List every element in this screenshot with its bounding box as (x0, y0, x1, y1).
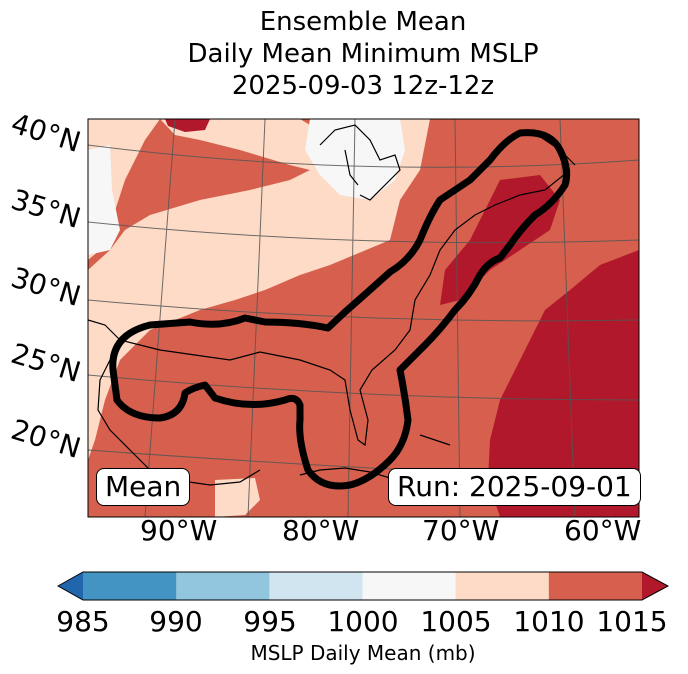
field-1000-west (88, 145, 120, 255)
field-1015-north (165, 119, 210, 132)
colorbar-segments (83, 572, 643, 600)
colorbar-segment (455, 572, 550, 600)
map-field (88, 119, 639, 517)
map-frame (87, 118, 640, 518)
field-1005-band-central (88, 119, 430, 460)
field-1000-lakes (305, 119, 405, 200)
colorbar-tick-1005: 1005 (420, 605, 492, 638)
colorbar-tick-1015: 1015 (596, 605, 668, 638)
field-1015-coast (440, 175, 560, 305)
field-1015-atlantic (488, 250, 639, 517)
lon-label-60w: 60°W (564, 514, 642, 547)
title-line-1: Ensemble Mean (259, 7, 467, 37)
colorbar-segment (176, 572, 270, 600)
colorbar-segment (548, 572, 643, 600)
colorbar-tick-1000: 1000 (327, 605, 399, 638)
colorbar-segment (83, 572, 177, 600)
colorbar-tick-995: 995 (243, 605, 297, 638)
colorbar-extend-low (58, 572, 83, 600)
mean-label: Mean (96, 468, 191, 506)
title-line-2: Daily Mean Minimum MSLP (187, 39, 539, 69)
colorbar-tick-985: 985 (56, 605, 110, 638)
colorbar-outline (56, 571, 670, 601)
lon-label-80w: 80°W (282, 514, 360, 547)
title-line-3: 2025-09-03 12z-12z (231, 71, 495, 101)
colorbar-label: MSLP Daily Mean (mb) (250, 641, 476, 665)
lon-label-70w: 70°W (422, 514, 500, 547)
run-label: Run: 2025-09-01 (388, 468, 641, 506)
ensemble-contour (109, 129, 571, 490)
colorbar-segment (362, 572, 457, 600)
lon-label-90w: 90°W (140, 514, 218, 547)
colorbar-tick-1010: 1010 (513, 605, 585, 638)
colorbar-extend-high (642, 572, 668, 600)
colorbar-tick-990: 990 (149, 605, 203, 638)
colorbar-segment (269, 572, 363, 600)
